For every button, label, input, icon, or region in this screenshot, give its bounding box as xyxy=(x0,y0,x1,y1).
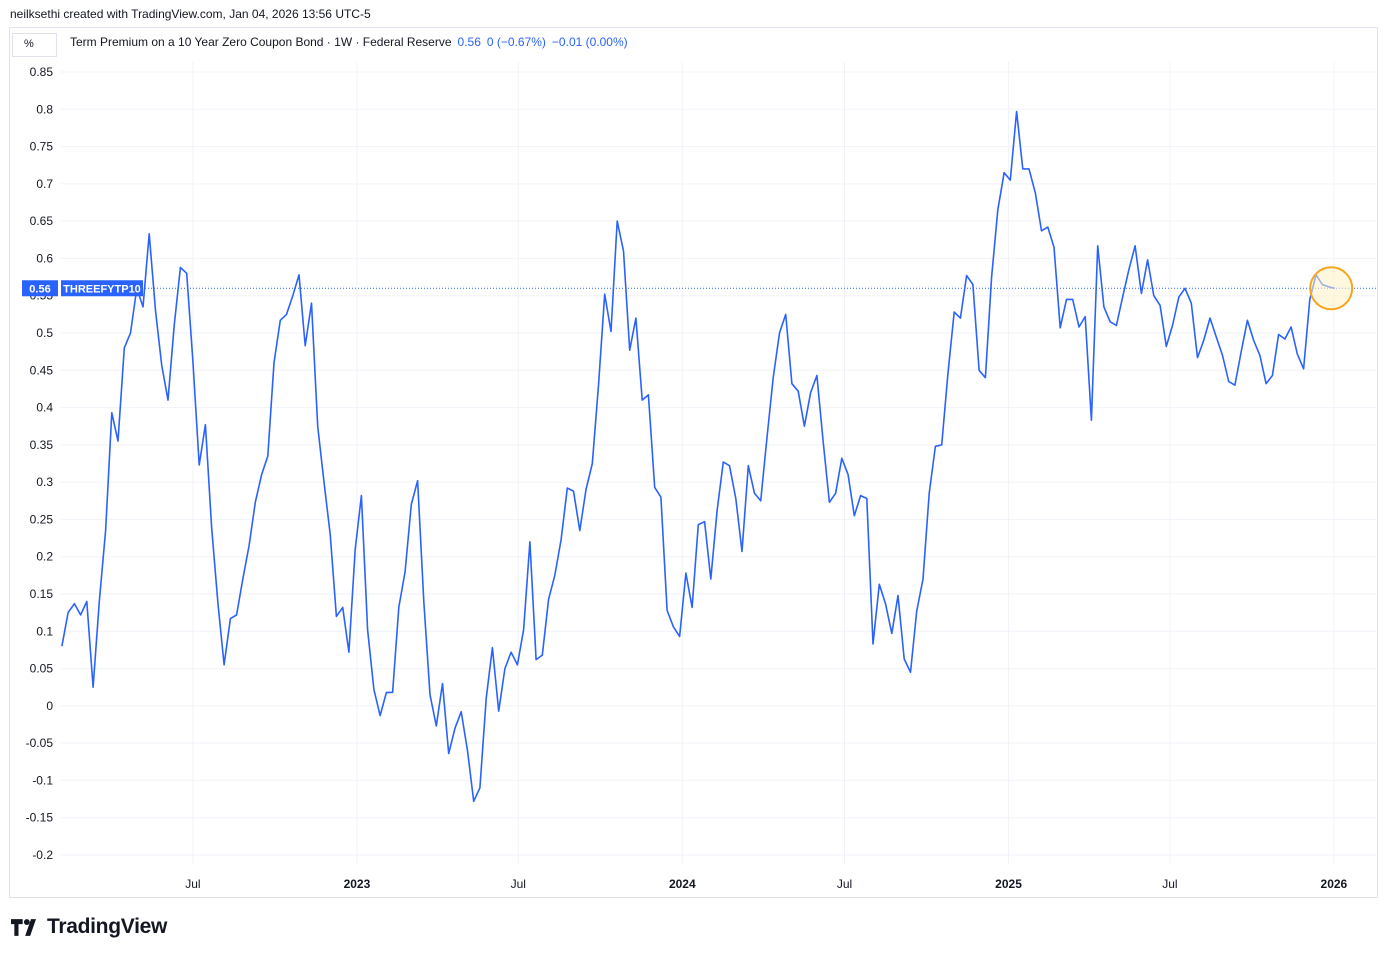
grid-lines xyxy=(61,62,1376,864)
unit-button[interactable]: % xyxy=(12,33,57,57)
legend-value: 0.56 xyxy=(457,35,481,49)
series-line-term-premium xyxy=(61,110,1335,803)
y-tick-label: 0.6 xyxy=(36,251,53,265)
x-tick-label: 2023 xyxy=(344,877,371,891)
y-tick-label: 0.7 xyxy=(36,177,53,191)
y-tick-label: 0.8 xyxy=(36,102,53,116)
y-tick-label: 0.25 xyxy=(30,512,54,526)
y-tick-label: 0.2 xyxy=(36,550,53,564)
brand-name: TradingView xyxy=(47,915,168,938)
y-tick-label: 0.5 xyxy=(36,326,53,340)
x-tick-label: 2025 xyxy=(995,877,1022,891)
y-tick-label: 0.4 xyxy=(36,401,53,415)
y-tick-label: 0 xyxy=(46,699,53,713)
y-tick-label: -0.15 xyxy=(26,811,54,825)
x-tick-label: Jul xyxy=(1162,877,1177,891)
x-tick-label: Jul xyxy=(185,877,200,891)
highlight-circle xyxy=(1309,266,1354,311)
y-tick-label: -0.2 xyxy=(32,848,53,862)
x-tick-label: Jul xyxy=(837,877,852,891)
y-tick-label: 0.85 xyxy=(30,65,54,79)
x-tick-label: Jul xyxy=(511,877,526,891)
y-tick-label: 0.15 xyxy=(30,587,54,601)
brand[interactable]: TradingView xyxy=(11,915,167,939)
last-value-text: 0.56 xyxy=(29,283,50,295)
y-tick-label: 0.35 xyxy=(30,438,54,452)
last-value-label: 0.56 THREEFYTP10 xyxy=(22,280,143,297)
x-tick-label: 2026 xyxy=(1321,877,1348,891)
y-tick-label: 0.65 xyxy=(30,214,54,228)
y-tick-label: -0.1 xyxy=(32,773,53,787)
y-tick-label: 0.1 xyxy=(36,624,53,638)
chart-frame xyxy=(9,27,1378,898)
legend-change-2: −0.01 (0.00%) xyxy=(551,35,628,49)
attribution-text: neilksethi created with TradingView.com,… xyxy=(10,7,371,21)
legend-change: 0 (−0.67%) xyxy=(486,35,546,49)
last-value-badge xyxy=(22,280,58,297)
series-name-badge xyxy=(61,280,143,297)
y-tick-label: 0.3 xyxy=(36,475,53,489)
y-axis-labels: 0.850.80.750.70.650.60.550.50.450.40.350… xyxy=(26,65,54,862)
series-name-text: THREEFYTP10 xyxy=(63,283,141,295)
x-tick-label: 2024 xyxy=(669,877,696,891)
chart-legend: Term Premium on a 10 Year Zero Coupon Bo… xyxy=(70,35,628,49)
y-tick-label: 0.05 xyxy=(30,662,54,676)
tradingview-logo-icon xyxy=(11,918,36,936)
x-axis-labels: Jul 2023 Jul 2024 Jul 2025 Jul 2026 xyxy=(185,877,1347,891)
y-tick-label: 0.75 xyxy=(30,140,54,154)
y-tick-label: 0.45 xyxy=(30,363,54,377)
legend-title: Term Premium on a 10 Year Zero Coupon Bo… xyxy=(70,35,452,49)
y-tick-label: -0.05 xyxy=(26,736,54,750)
